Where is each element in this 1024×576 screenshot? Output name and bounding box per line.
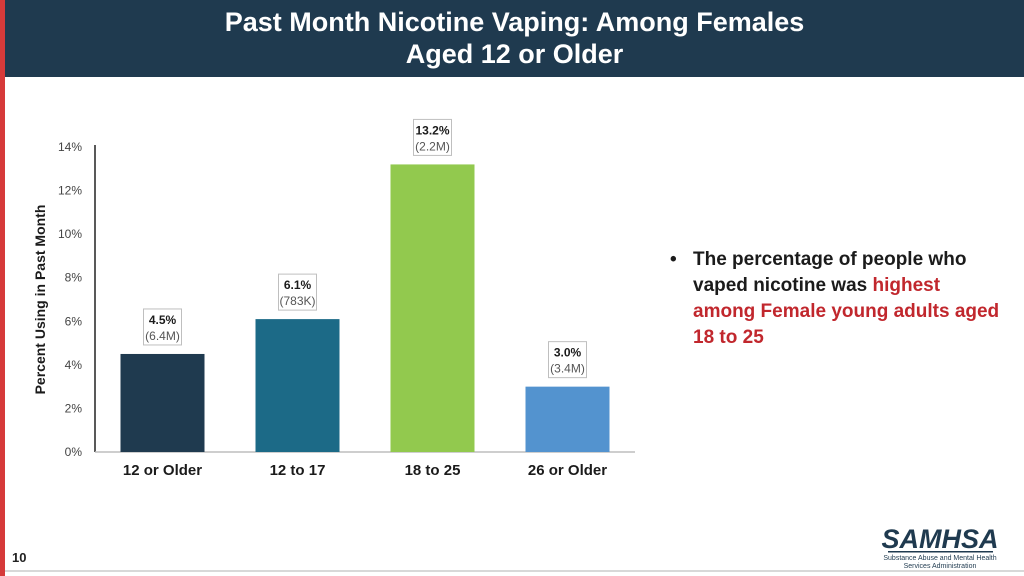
y-tick-label: 14% xyxy=(58,140,82,154)
data-label-count: (2.2M) xyxy=(415,139,450,153)
y-tick-label: 8% xyxy=(65,271,83,285)
data-label-percent: 3.0% xyxy=(554,346,582,360)
x-tick-label: 26 or Older xyxy=(528,462,607,479)
page-number: 10 xyxy=(12,550,27,565)
x-tick-label: 12 to 17 xyxy=(270,462,326,479)
x-tick-label: 18 to 25 xyxy=(405,462,461,479)
slide-title-line-2: Aged 12 or Older xyxy=(405,39,624,69)
data-label-percent: 4.5% xyxy=(149,313,177,327)
bullet-text-plain: The percentage of people who vaped nicot… xyxy=(693,249,967,296)
logo-wordmark: SAMHSA xyxy=(881,524,998,554)
logo-underline xyxy=(888,551,993,553)
y-axis-title: Percent Using in Past Month xyxy=(32,205,48,395)
bar xyxy=(390,164,475,452)
data-label-box xyxy=(143,308,182,346)
bar-chart-svg: 0% 2% 4% 6% 8% 10% 12% 14% Percent Using in Past… xyxy=(32,118,635,479)
data-label-box xyxy=(413,118,452,156)
bar xyxy=(255,319,340,452)
slide-title-line-1: Past Month Nicotine Vaping: Among Female… xyxy=(224,7,805,37)
y-tick-label: 2% xyxy=(65,401,83,415)
bar-chart: 0% 2% 4% 6% 8% 10% 12% 14% Percent Using in Past… xyxy=(0,110,650,490)
bar xyxy=(120,353,205,452)
y-tick-label: 4% xyxy=(65,358,83,372)
data-label-box xyxy=(278,273,317,311)
x-tick-label: 12 or Older xyxy=(123,462,202,479)
slide-header: Past Month Nicotine Vaping: Among Female… xyxy=(5,0,1024,77)
data-label-percent: 13.2% xyxy=(415,123,449,137)
logo-subtitle-line-1: Substance Abuse and Mental Health xyxy=(883,555,996,562)
bottom-divider xyxy=(5,570,1024,572)
bullet-text: The percentage of people who vaped nicot… xyxy=(693,247,1000,351)
y-tick-label: 10% xyxy=(58,227,82,241)
bullet-text-highlight: highest among Female young adults aged 1… xyxy=(693,275,1000,348)
data-label-count: (3.4M) xyxy=(550,362,585,376)
y-tick-label: 12% xyxy=(58,184,82,198)
data-label-percent: 6.1% xyxy=(284,278,312,292)
samhsa-logo: SAMHSA Substance Abuse and Mental Health… xyxy=(881,524,998,570)
data-label-box xyxy=(548,341,587,379)
data-label-count: (783K) xyxy=(279,294,315,308)
data-label-count: (6.4M) xyxy=(145,329,180,343)
y-tick-label: 0% xyxy=(65,445,83,459)
bar xyxy=(525,386,610,452)
logo-subtitle-line-2: Services Administration xyxy=(904,563,977,570)
left-accent-bar xyxy=(0,0,5,576)
bullet-dot: • xyxy=(670,249,677,270)
y-tick-label: 6% xyxy=(65,314,83,328)
bullet-point: • The percentage of people who vaped nic… xyxy=(670,247,1000,351)
